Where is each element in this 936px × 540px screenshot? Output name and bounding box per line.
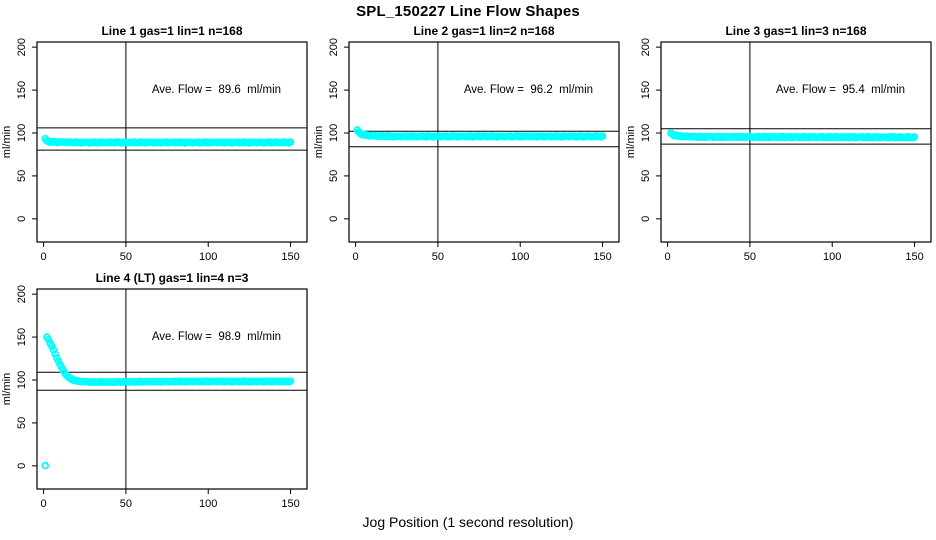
y-axis-unit-label: ml/min bbox=[625, 126, 637, 158]
y-tick-label: 0 bbox=[328, 216, 340, 222]
y-tick-label: 150 bbox=[16, 81, 28, 99]
subplot-title: Line 1 gas=1 lin=1 n=168 bbox=[101, 24, 242, 38]
y-tick-label: 50 bbox=[16, 170, 28, 182]
average-flow-annotation: Ave. Flow = 89.6 ml/min bbox=[152, 84, 281, 96]
y-axis-unit-label: ml/min bbox=[313, 126, 325, 158]
y-tick-label: 200 bbox=[328, 38, 340, 56]
x-tick-label: 100 bbox=[823, 251, 841, 263]
x-tick-label: 100 bbox=[199, 498, 217, 510]
y-tick-label: 0 bbox=[640, 216, 652, 222]
y-tick-label: 0 bbox=[16, 216, 28, 222]
plot-box bbox=[660, 41, 932, 243]
x-tick-label: 0 bbox=[665, 251, 671, 263]
data-point bbox=[44, 335, 53, 344]
subplot-3: Line 3 gas=1 lin=3 n=168 0 50 100 150 200 0 50 1… bbox=[625, 24, 932, 263]
x-tick-label: 150 bbox=[281, 251, 299, 263]
x-tick-label: 0 bbox=[41, 498, 47, 510]
x-tick-label: 0 bbox=[353, 251, 359, 263]
subplot-4: Line 4 (LT) gas=1 lin=4 n=3 0 50 100 150 200 0… bbox=[1, 271, 308, 510]
subplot-title: Line 3 gas=1 lin=3 n=168 bbox=[725, 24, 866, 38]
plot-box bbox=[348, 41, 620, 243]
data-point bbox=[910, 133, 919, 141]
y-tick-label: 50 bbox=[16, 417, 28, 429]
y-tick-label: 100 bbox=[16, 124, 28, 142]
subplot-2: Line 2 gas=1 lin=2 n=168 0 50 100 150 200 0 50 1… bbox=[313, 24, 620, 263]
x-tick-label: 50 bbox=[120, 498, 132, 510]
x-tick-label: 50 bbox=[744, 251, 756, 263]
y-tick-label: 150 bbox=[640, 81, 652, 99]
y-tick-label: 200 bbox=[16, 38, 28, 56]
figure-title: SPL_150227 Line Flow Shapes bbox=[356, 3, 580, 20]
plot-box bbox=[36, 41, 308, 243]
average-flow-annotation: Ave. Flow = 95.4 ml/min bbox=[776, 84, 905, 96]
y-tick-label: 50 bbox=[328, 170, 340, 182]
subplot-1: Line 1 gas=1 lin=1 n=168 0 50 100 150 200 0 50 1… bbox=[1, 24, 308, 263]
y-tick-label: 150 bbox=[16, 328, 28, 346]
y-tick-label: 200 bbox=[640, 38, 652, 56]
data-point bbox=[286, 138, 295, 146]
y-tick-label: 150 bbox=[328, 81, 340, 99]
x-tick-label: 150 bbox=[593, 251, 611, 263]
y-tick-label: 100 bbox=[16, 371, 28, 389]
subplot-title: Line 4 (LT) gas=1 lin=4 n=3 bbox=[96, 271, 249, 285]
data-point bbox=[286, 377, 295, 386]
y-tick-label: 200 bbox=[16, 285, 28, 303]
y-axis-unit-label: ml/min bbox=[1, 373, 13, 405]
y-tick-label: 0 bbox=[16, 463, 28, 469]
average-flow-annotation: Ave. Flow = 98.9 ml/min bbox=[152, 331, 281, 343]
average-flow-annotation: Ave. Flow = 96.2 ml/min bbox=[464, 84, 593, 96]
data-point bbox=[51, 350, 59, 358]
x-axis-label: Jog Position (1 second resolution) bbox=[362, 514, 574, 530]
data-point bbox=[49, 346, 58, 354]
x-tick-label: 150 bbox=[905, 251, 923, 263]
y-tick-label: 100 bbox=[328, 124, 340, 142]
data-point bbox=[48, 342, 56, 351]
x-tick-label: 150 bbox=[281, 498, 299, 510]
y-tick-label: 50 bbox=[640, 170, 652, 182]
data-point bbox=[41, 461, 50, 470]
x-tick-label: 100 bbox=[511, 251, 529, 263]
y-axis-unit-label: ml/min bbox=[1, 126, 13, 158]
x-tick-label: 0 bbox=[41, 251, 47, 263]
y-tick-label: 100 bbox=[640, 124, 652, 142]
x-tick-label: 100 bbox=[199, 251, 217, 263]
x-tick-label: 50 bbox=[120, 251, 132, 263]
x-tick-label: 50 bbox=[432, 251, 444, 263]
data-point bbox=[598, 132, 607, 140]
subplot-title: Line 2 gas=1 lin=2 n=168 bbox=[413, 24, 554, 38]
plot-box bbox=[36, 288, 308, 490]
